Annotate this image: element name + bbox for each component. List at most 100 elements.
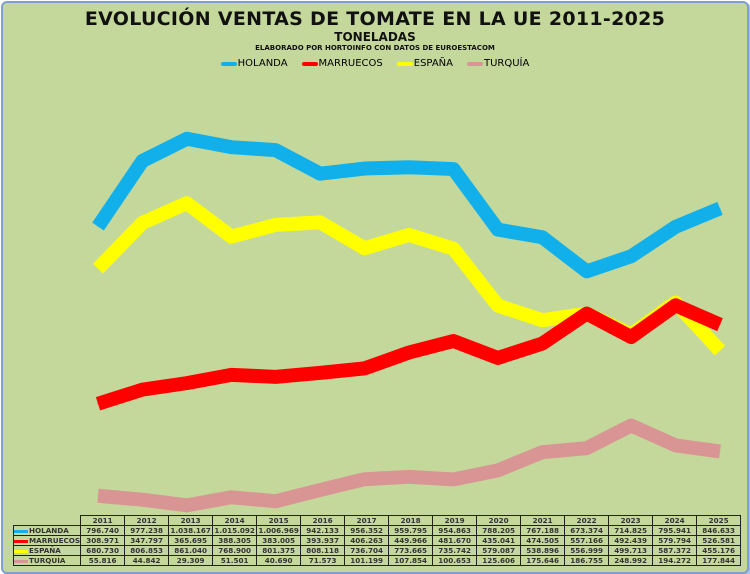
data-point-turquía-2021 — [541, 451, 543, 453]
data-point-holanda-2025 — [719, 207, 721, 209]
table-cell: 492.439 — [608, 535, 654, 546]
table-corner — [14, 516, 81, 526]
series-line-turquía — [97, 418, 721, 513]
data-point-holanda-2014 — [230, 146, 232, 148]
table-cell: 1.015.092 — [212, 525, 258, 536]
data-point-holanda-2012 — [141, 160, 143, 162]
legend-item-españa: ESPAÑA — [396, 58, 453, 69]
legend: HOLANDA MARRUECOS ESPAÑA TURQUÍA — [0, 58, 750, 69]
table-cell: 538.896 — [520, 545, 566, 556]
table-cell: 1.006.969 — [256, 525, 302, 536]
data-point-españa-2021 — [541, 319, 543, 321]
data-point-turquía-2020 — [497, 469, 499, 471]
table-year-header: 2016 — [300, 515, 346, 526]
table-cell: 393.937 — [300, 535, 346, 546]
data-point-españa-2018 — [408, 234, 410, 236]
table-cell: 587.372 — [652, 545, 698, 556]
table-row-label: HOLANDA — [12, 525, 82, 536]
data-point-holanda-2023 — [630, 255, 632, 257]
data-point-marruecos-2021 — [541, 343, 543, 345]
table-cell: 801.375 — [256, 545, 302, 556]
table-cell: 714.825 — [608, 525, 654, 536]
table-year-header: 2011 — [80, 515, 126, 526]
chart-subtitle: TONELADAS — [334, 30, 416, 44]
table-cell: 107.854 — [388, 555, 434, 566]
table-cell: 455.176 — [696, 545, 742, 556]
table-year-header: 2024 — [652, 515, 698, 526]
table-cell: 806.853 — [124, 545, 170, 556]
legend-item-holanda: HOLANDA — [220, 58, 288, 69]
legend-swatch — [301, 61, 318, 66]
table-cell: 44.842 — [124, 555, 170, 566]
table-year-header: 2022 — [564, 515, 610, 526]
data-point-marruecos-2025 — [719, 324, 721, 326]
table-cell: 186.755 — [564, 555, 610, 566]
data-point-holanda-2013 — [186, 138, 188, 140]
chart-title: EVOLUCIÓN VENTAS DE TOMATE EN LA UE 2011… — [84, 8, 666, 30]
table-cell: 29.309 — [168, 555, 214, 566]
table-cell: 773.665 — [388, 545, 434, 556]
data-point-turquía-2019 — [452, 478, 454, 480]
data-point-holanda-2020 — [497, 229, 499, 231]
table-cell: 435.041 — [476, 535, 522, 546]
data-point-turquía-2017 — [364, 478, 366, 480]
series-line-marruecos — [95, 298, 723, 411]
data-point-turquía-2025 — [719, 450, 721, 452]
data-point-marruecos-2020 — [497, 357, 499, 359]
legend-item-marruecos: MARRUECOS — [301, 58, 383, 69]
table-row: MARRUECOS 308.971 347.797 365.695 388.305 383… — [12, 535, 742, 546]
table-series-name: MARRUECOS — [29, 536, 81, 545]
data-point-españa-2020 — [497, 305, 499, 307]
data-point-marruecos-2012 — [141, 389, 143, 391]
table-year-header: 2021 — [520, 515, 566, 526]
table-cell: 71.573 — [300, 555, 346, 566]
data-point-turquía-2016 — [319, 489, 321, 491]
data-point-holanda-2016 — [319, 173, 321, 175]
table-cell: 846.633 — [696, 525, 742, 536]
table-year-header: 2017 — [344, 515, 390, 526]
table-cell: 308.971 — [80, 535, 126, 546]
table-cell: 101.199 — [344, 555, 390, 566]
table-cell: 388.305 — [212, 535, 258, 546]
table-cell: 556.999 — [564, 545, 610, 556]
data-point-holanda-2019 — [452, 168, 454, 170]
data-point-marruecos-2015 — [275, 376, 277, 378]
table-cell: 177.844 — [696, 555, 742, 566]
legend-label: MARRUECOS — [318, 58, 383, 69]
data-point-turquía-2013 — [186, 504, 188, 506]
table-cell: 736.704 — [344, 545, 390, 556]
table-cell: 347.797 — [124, 535, 170, 546]
table-series-name: HOLANDA — [29, 526, 69, 535]
table-cell: 194.272 — [652, 555, 698, 566]
table-year-header: 2020 — [476, 515, 522, 526]
table-cell: 808.118 — [300, 545, 346, 556]
chart-credit: ELABORADO POR HORTOINFO CON DATOS DE EUR… — [255, 44, 495, 52]
data-point-españa-2015 — [275, 224, 277, 226]
legend-label: TURQUÍA — [483, 58, 530, 69]
table-year-header: 2019 — [432, 515, 478, 526]
table-cell: 795.941 — [652, 525, 698, 536]
data-point-turquía-2024 — [675, 444, 677, 446]
legend-label: HOLANDA — [237, 58, 288, 69]
table-legend-swatch — [14, 559, 28, 563]
table-series-name: ESPAÑA — [29, 546, 61, 555]
data-point-españa-2014 — [230, 236, 232, 238]
data-point-turquía-2015 — [275, 500, 277, 502]
legend-swatch — [466, 61, 483, 66]
table-year-header: 2014 — [212, 515, 258, 526]
data-point-holanda-2015 — [275, 149, 277, 151]
data-point-turquía-2023 — [630, 425, 632, 427]
data-point-marruecos-2011 — [97, 403, 99, 405]
table-cell: 40.690 — [256, 555, 302, 566]
data-point-españa-2025 — [719, 350, 721, 352]
data-point-marruecos-2019 — [452, 340, 454, 342]
data-point-marruecos-2017 — [364, 367, 366, 369]
data-point-españa-2019 — [452, 248, 454, 250]
data-point-turquía-2014 — [230, 496, 232, 498]
table-row: ESPAÑA 680.730 806.853 861.040 768.900 801.37… — [12, 545, 742, 556]
table-year-header: 2018 — [388, 515, 434, 526]
data-point-holanda-2011 — [97, 226, 99, 228]
data-point-holanda-2017 — [364, 168, 366, 170]
table-cell: 557.166 — [564, 535, 610, 546]
